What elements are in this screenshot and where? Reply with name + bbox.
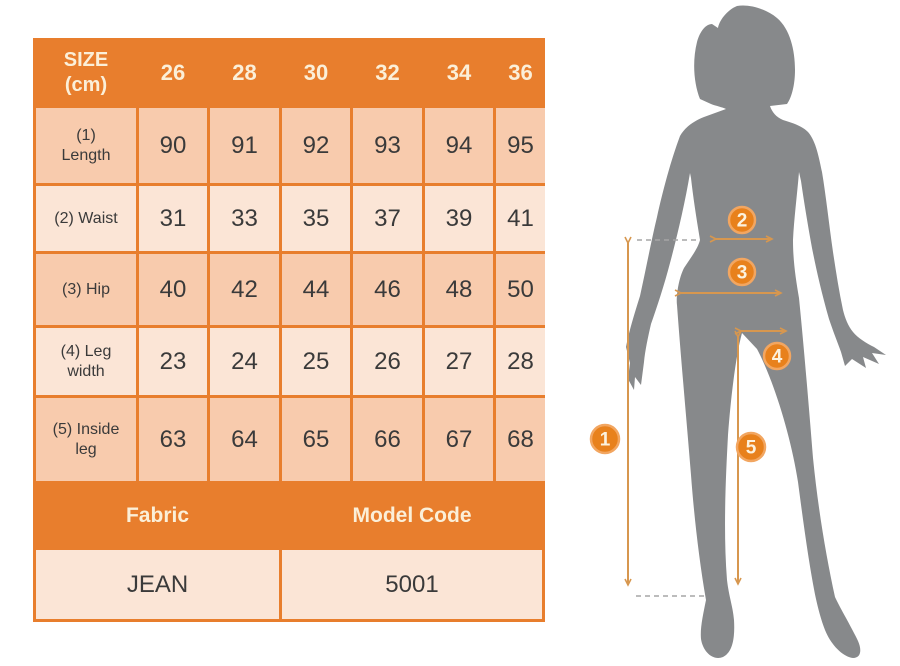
size-col-header: 26 xyxy=(139,41,207,105)
cell-value: 28 xyxy=(496,328,545,395)
table-row: (5) Inside leg 63 64 65 66 67 68 xyxy=(36,398,545,481)
table-header-row: SIZE (cm) 26 28 30 32 34 36 xyxy=(36,41,545,105)
cell-value: 40 xyxy=(139,254,207,325)
cell-value: 23 xyxy=(139,328,207,395)
size-table: SIZE (cm) 26 28 30 32 34 36 (1) Length 90 91 92 9… xyxy=(33,38,545,622)
cell-value: 66 xyxy=(353,398,422,481)
cell-value: 44 xyxy=(282,254,350,325)
fabric-header: Fabric xyxy=(36,484,279,547)
marker-2-number: 2 xyxy=(737,211,748,232)
marker-leg-width: 4 xyxy=(762,341,792,371)
row-label: (4) Leg width xyxy=(36,328,136,395)
marker-2-circle xyxy=(727,205,757,235)
cell-value: 50 xyxy=(496,254,545,325)
table-row: (4) Leg width 23 24 25 26 27 28 xyxy=(36,328,545,395)
fabric-value: JEAN xyxy=(36,550,279,619)
marker-5-number: 5 xyxy=(746,438,757,459)
cell-value: 39 xyxy=(425,186,493,251)
table-body: (1) Length 90 91 92 93 94 95 (2) Waist 31 33 35 37 3… xyxy=(36,108,545,481)
cell-value: 90 xyxy=(139,108,207,183)
cell-value: 91 xyxy=(210,108,279,183)
table-footer-header: Fabric Model Code xyxy=(36,484,542,547)
cell-value: 68 xyxy=(496,398,545,481)
table-row: (3) Hip 40 42 44 46 48 50 xyxy=(36,254,545,325)
table-footer-values: JEAN 5001 xyxy=(36,550,542,619)
table-row: (1) Length 90 91 92 93 94 95 xyxy=(36,108,545,183)
size-unit-header: SIZE (cm) xyxy=(36,41,136,105)
cell-value: 31 xyxy=(139,186,207,251)
row-label: (1) Length xyxy=(36,108,136,183)
row-label: (5) Inside leg xyxy=(36,398,136,481)
cell-value: 41 xyxy=(496,186,545,251)
cell-value: 93 xyxy=(353,108,422,183)
cell-value: 33 xyxy=(210,186,279,251)
size-col-header: 34 xyxy=(425,41,493,105)
marker-4-number: 4 xyxy=(772,347,783,368)
cell-value: 24 xyxy=(210,328,279,395)
cell-value: 48 xyxy=(425,254,493,325)
size-col-header: 30 xyxy=(282,41,350,105)
marker-4-circle xyxy=(762,341,792,371)
marker-hip: 3 xyxy=(727,257,757,287)
cell-value: 92 xyxy=(282,108,350,183)
marker-inside-leg: 5 xyxy=(735,431,767,463)
marker-3-number: 3 xyxy=(737,263,748,284)
cell-value: 27 xyxy=(425,328,493,395)
cell-value: 26 xyxy=(353,328,422,395)
cell-value: 37 xyxy=(353,186,422,251)
marker-3-circle xyxy=(727,257,757,287)
cell-value: 42 xyxy=(210,254,279,325)
cell-value: 65 xyxy=(282,398,350,481)
marker-1-number: 1 xyxy=(600,430,611,451)
marker-1-circle xyxy=(589,423,621,455)
cell-value: 35 xyxy=(282,186,350,251)
model-code-header: Model Code xyxy=(282,484,542,547)
cell-value: 94 xyxy=(425,108,493,183)
cell-value: 67 xyxy=(425,398,493,481)
cell-value: 25 xyxy=(282,328,350,395)
size-col-header: 28 xyxy=(210,41,279,105)
size-col-header: 36 xyxy=(496,41,545,105)
size-col-header: 32 xyxy=(353,41,422,105)
cell-value: 64 xyxy=(210,398,279,481)
model-code-value: 5001 xyxy=(282,550,542,619)
marker-length: 1 xyxy=(589,423,621,455)
marker-5-circle xyxy=(735,431,767,463)
row-label: (2) Waist xyxy=(36,186,136,251)
cell-value: 63 xyxy=(139,398,207,481)
marker-waist: 2 xyxy=(727,205,757,235)
cell-value: 95 xyxy=(496,108,545,183)
row-label: (3) Hip xyxy=(36,254,136,325)
cell-value: 46 xyxy=(353,254,422,325)
table-row: (2) Waist 31 33 35 37 39 41 xyxy=(36,186,545,251)
